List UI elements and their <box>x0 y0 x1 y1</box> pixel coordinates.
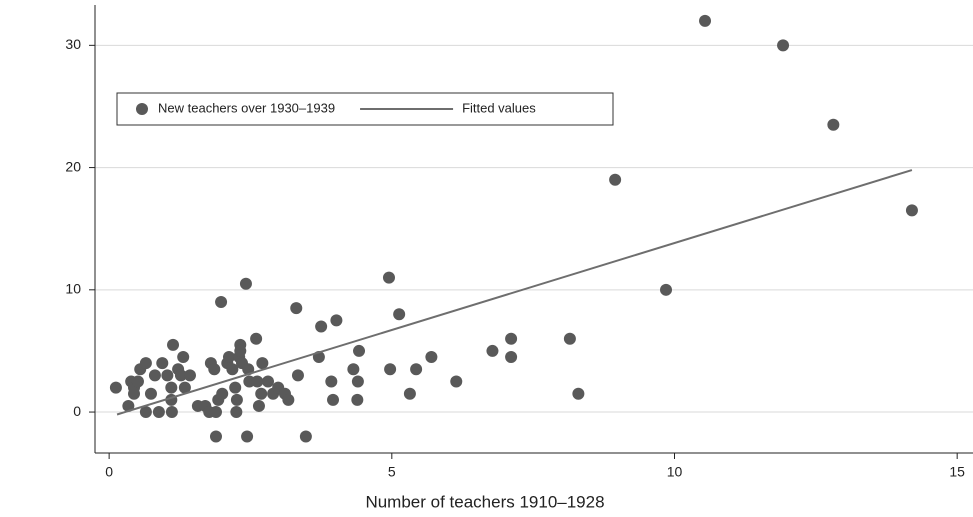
point <box>229 381 242 394</box>
point <box>827 118 840 131</box>
point <box>327 393 340 406</box>
point <box>226 363 239 376</box>
point <box>222 351 235 364</box>
point <box>215 296 228 309</box>
point <box>230 393 243 406</box>
point <box>393 308 406 321</box>
point <box>156 357 169 370</box>
point <box>122 399 135 412</box>
point <box>347 363 360 376</box>
point <box>699 14 712 27</box>
point <box>239 277 252 290</box>
point <box>450 375 463 388</box>
point <box>325 375 338 388</box>
point <box>174 369 187 382</box>
y-tick-label: 20 <box>65 158 81 174</box>
point <box>291 369 304 382</box>
point <box>152 406 165 419</box>
point <box>167 338 180 351</box>
point <box>252 399 265 412</box>
point <box>777 39 790 52</box>
point <box>234 344 247 357</box>
point <box>109 381 122 394</box>
point <box>139 357 152 370</box>
x-axis-label: Number of teachers 1910–1928 <box>365 492 604 511</box>
x-tick-label: 10 <box>667 464 683 480</box>
point <box>905 204 918 217</box>
point <box>410 363 423 376</box>
legend-marker <box>136 103 148 115</box>
point <box>161 369 174 382</box>
point <box>256 357 269 370</box>
point <box>255 387 268 400</box>
point <box>230 406 243 419</box>
point <box>250 332 263 345</box>
point <box>209 430 222 443</box>
point <box>384 363 397 376</box>
point <box>144 387 157 400</box>
point <box>505 351 518 364</box>
point <box>351 393 364 406</box>
point <box>128 387 141 400</box>
point <box>486 344 499 357</box>
point <box>261 375 274 388</box>
point <box>241 430 254 443</box>
point <box>382 271 395 284</box>
point <box>183 369 196 382</box>
point <box>290 302 303 315</box>
point <box>251 375 264 388</box>
point <box>209 406 222 419</box>
point <box>139 406 152 419</box>
point <box>165 381 178 394</box>
point <box>131 375 144 388</box>
point <box>353 344 366 357</box>
point <box>208 363 221 376</box>
y-tick-label: 10 <box>65 281 81 297</box>
point <box>165 406 178 419</box>
y-tick-label: 30 <box>65 36 81 52</box>
point <box>609 173 622 186</box>
point <box>315 320 328 333</box>
point <box>282 393 295 406</box>
point <box>425 351 438 364</box>
point <box>403 387 416 400</box>
y-tick-label: 0 <box>73 403 81 419</box>
point <box>216 387 229 400</box>
point <box>563 332 576 345</box>
point <box>177 351 190 364</box>
x-tick-label: 15 <box>949 464 965 480</box>
point <box>505 332 518 345</box>
legend-label: Fitted values <box>462 100 536 115</box>
point <box>330 314 343 327</box>
point <box>178 381 191 394</box>
point <box>572 387 585 400</box>
point <box>351 375 364 388</box>
point <box>148 369 161 382</box>
legend-label: New teachers over 1930–1939 <box>158 100 335 115</box>
point <box>660 283 673 296</box>
fitted-line <box>116 169 913 416</box>
point <box>299 430 312 443</box>
x-tick-label: 0 <box>105 464 113 480</box>
x-tick-label: 5 <box>388 464 396 480</box>
